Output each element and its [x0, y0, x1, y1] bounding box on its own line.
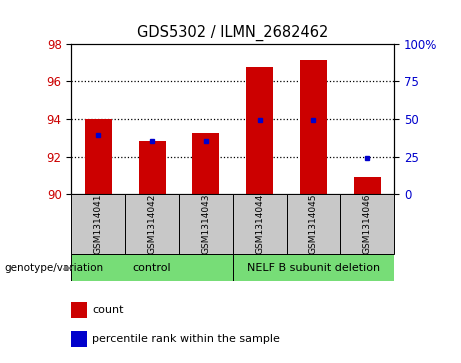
Bar	[340, 194, 394, 254]
Text: GSM1314041: GSM1314041	[94, 194, 103, 254]
Bar	[193, 133, 219, 194]
Text: GSM1314043: GSM1314043	[201, 194, 210, 254]
Bar	[71, 194, 125, 254]
Bar	[246, 67, 273, 194]
Text: GSM1314046: GSM1314046	[363, 194, 372, 254]
Bar	[71, 331, 87, 347]
Text: genotype/variation: genotype/variation	[5, 263, 104, 273]
Text: control: control	[133, 263, 171, 273]
Bar	[125, 194, 179, 254]
Bar	[71, 302, 87, 318]
Bar	[85, 119, 112, 194]
Text: GSM1314044: GSM1314044	[255, 194, 264, 254]
Text: GSM1314042: GSM1314042	[148, 194, 157, 254]
Bar	[233, 194, 287, 254]
Text: NELF B subunit deletion: NELF B subunit deletion	[247, 263, 380, 273]
Bar	[287, 194, 340, 254]
Title: GDS5302 / ILMN_2682462: GDS5302 / ILMN_2682462	[137, 25, 329, 41]
Text: ►: ►	[64, 263, 72, 273]
Bar	[300, 60, 327, 194]
Text: count: count	[92, 305, 124, 315]
Text: percentile rank within the sample: percentile rank within the sample	[92, 334, 280, 344]
Bar	[139, 140, 165, 194]
Bar	[233, 254, 394, 281]
Bar	[71, 254, 233, 281]
Bar	[179, 194, 233, 254]
Text: GSM1314045: GSM1314045	[309, 194, 318, 254]
Bar	[354, 177, 381, 194]
